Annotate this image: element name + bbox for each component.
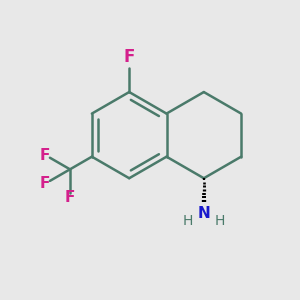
Text: N: N (197, 206, 210, 220)
Text: F: F (40, 148, 50, 163)
Text: H: H (215, 214, 225, 228)
Text: H: H (182, 214, 193, 228)
Text: F: F (124, 48, 135, 66)
Text: F: F (65, 190, 75, 206)
Text: F: F (40, 176, 50, 191)
